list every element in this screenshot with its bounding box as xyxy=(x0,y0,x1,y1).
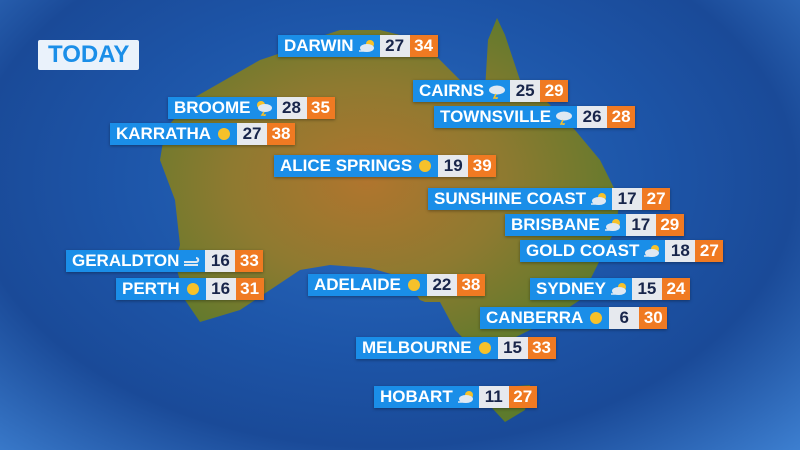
city-name-box: KARRATHA xyxy=(110,123,238,145)
max-temp: 33 xyxy=(235,250,264,272)
city-name-box: SUNSHINE COAST xyxy=(428,188,613,210)
sunny-icon xyxy=(478,342,491,354)
city-name: SYDNEY xyxy=(536,279,606,298)
city-name-box: GERALDTON xyxy=(66,250,206,272)
min-temp: 15 xyxy=(631,278,662,300)
city-name-box: ALICE SPRINGS xyxy=(274,155,439,177)
city-name: CAIRNS xyxy=(419,81,485,100)
city-name: ALICE SPRINGS xyxy=(280,156,413,175)
max-temp: 27 xyxy=(695,240,724,262)
city-name-box: ADELAIDE xyxy=(308,274,427,296)
min-temp: 19 xyxy=(438,155,469,177)
min-temp: 25 xyxy=(510,80,541,102)
city-label: BROOME 28 35 xyxy=(168,97,335,119)
sun-storm-icon xyxy=(256,101,272,116)
city-name-box: GOLD COAST xyxy=(520,240,666,262)
today-title: TODAY xyxy=(38,40,140,70)
city-name-box: BRISBANE xyxy=(505,214,626,236)
max-temp: 33 xyxy=(527,337,556,359)
max-temp: 29 xyxy=(655,214,684,236)
max-temp: 28 xyxy=(607,106,636,128)
city-name: TOWNSVILLE xyxy=(440,107,552,126)
city-name: BROOME xyxy=(174,98,251,117)
max-temp: 29 xyxy=(540,80,569,102)
min-temp: 22 xyxy=(426,274,457,296)
city-label: KARRATHA 27 38 xyxy=(110,123,296,145)
min-temp: 15 xyxy=(497,337,528,359)
city-label: MELBOURNE 15 33 xyxy=(356,337,556,359)
city-name-box: BROOME xyxy=(168,97,277,119)
max-temp: 35 xyxy=(306,97,335,119)
city-name-box: DARWIN xyxy=(278,35,380,57)
city-label: DARWIN 27 34 xyxy=(278,35,438,57)
sunny-icon xyxy=(419,160,432,172)
city-label: SUNSHINE COAST 17 27 xyxy=(428,188,671,210)
windy-icon xyxy=(184,257,200,266)
max-temp: 38 xyxy=(267,123,296,145)
city-name-box: CAIRNS xyxy=(413,80,511,102)
min-temp: 17 xyxy=(625,214,656,236)
city-name-box: HOBART xyxy=(374,386,479,408)
partly-cloudy-windy-icon xyxy=(457,391,473,403)
partly-cloudy-windy-icon xyxy=(358,40,374,52)
max-temp: 30 xyxy=(639,307,668,329)
city-name-box: CANBERRA xyxy=(480,307,610,329)
city-label: GOLD COAST 18 27 xyxy=(520,240,724,262)
min-temp: 27 xyxy=(379,35,410,57)
storm-icon xyxy=(556,111,573,125)
min-temp: 16 xyxy=(205,278,236,300)
city-name-box: MELBOURNE xyxy=(356,337,498,359)
city-label: SYDNEY 15 24 xyxy=(530,278,690,300)
max-temp: 24 xyxy=(661,278,690,300)
city-label: ALICE SPRINGS 19 39 xyxy=(274,155,497,177)
sunny-icon xyxy=(186,283,199,295)
city-label: TOWNSVILLE 26 28 xyxy=(434,106,636,128)
city-label: BRISBANE 17 29 xyxy=(505,214,684,236)
min-temp: 16 xyxy=(205,250,236,272)
city-label: ADELAIDE 22 38 xyxy=(308,274,485,296)
min-temp: 6 xyxy=(609,307,640,329)
city-name: SUNSHINE COAST xyxy=(434,189,587,208)
city-name: GOLD COAST xyxy=(526,241,640,260)
min-temp: 18 xyxy=(665,240,696,262)
city-label: CANBERRA 6 30 xyxy=(480,307,668,329)
min-temp: 28 xyxy=(276,97,307,119)
storm-icon xyxy=(489,85,506,99)
city-name: DARWIN xyxy=(284,36,354,55)
max-temp: 27 xyxy=(642,188,671,210)
city-name: MELBOURNE xyxy=(362,338,472,357)
max-temp: 38 xyxy=(456,274,485,296)
max-temp: 27 xyxy=(508,386,537,408)
city-label: PERTH 16 31 xyxy=(116,278,264,300)
partly-cloudy-windy-icon xyxy=(644,245,660,257)
city-name: GERALDTON xyxy=(72,251,180,270)
min-temp: 17 xyxy=(612,188,643,210)
city-name: ADELAIDE xyxy=(314,275,401,294)
min-temp: 11 xyxy=(478,386,509,408)
partly-cloudy-windy-icon xyxy=(604,219,620,231)
sunny-icon xyxy=(218,128,231,140)
city-name: CANBERRA xyxy=(486,308,584,327)
city-name-box: TOWNSVILLE xyxy=(434,106,578,128)
city-name-box: SYDNEY xyxy=(530,278,632,300)
max-temp: 34 xyxy=(409,35,438,57)
city-name: BRISBANE xyxy=(511,215,600,234)
city-name: PERTH xyxy=(122,279,180,298)
city-label: GERALDTON 16 33 xyxy=(66,250,264,272)
max-temp: 31 xyxy=(235,278,264,300)
min-temp: 27 xyxy=(237,123,268,145)
city-name: KARRATHA xyxy=(116,124,212,143)
partly-cloudy-windy-icon xyxy=(591,193,607,205)
city-name: HOBART xyxy=(380,387,453,406)
sunny-icon xyxy=(590,312,603,324)
sunny-icon xyxy=(407,279,420,291)
max-temp: 39 xyxy=(468,155,497,177)
city-label: CAIRNS 25 29 xyxy=(413,80,569,102)
min-temp: 26 xyxy=(577,106,608,128)
city-name-box: PERTH xyxy=(116,278,206,300)
partly-cloudy-windy-icon xyxy=(610,283,626,295)
city-label: HOBART 11 27 xyxy=(374,386,537,408)
